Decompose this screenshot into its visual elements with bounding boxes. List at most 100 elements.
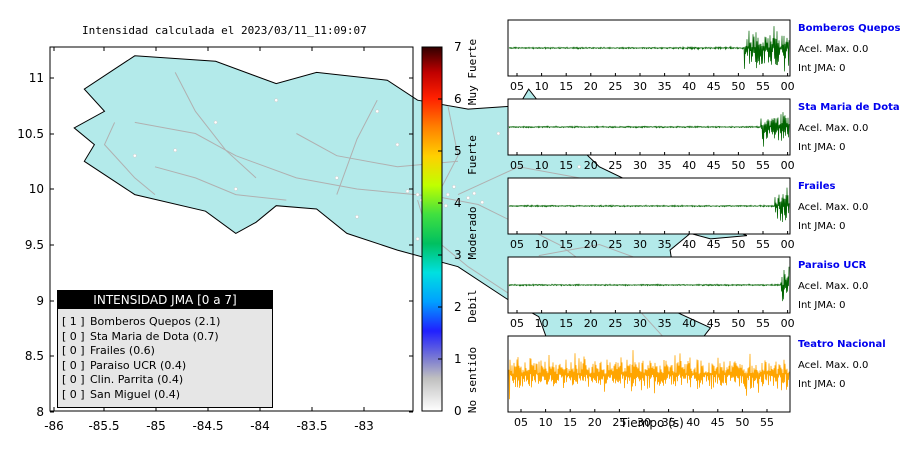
wave-tick-label: 25	[608, 317, 622, 330]
wave-tick-label: 15	[559, 238, 573, 251]
wave-tick-label: 00	[781, 317, 795, 330]
station-dot	[395, 142, 400, 147]
y-tick-label: 9.5	[25, 238, 44, 252]
wave-accel-max: Acel. Max. 0.0	[798, 202, 869, 213]
wave-tick-label: 15	[559, 159, 573, 172]
road-line	[437, 105, 459, 195]
wave-tick-label: 00	[781, 238, 795, 251]
wave-tick-label: 40	[682, 238, 696, 251]
wave-tick-label: 55	[760, 416, 774, 429]
legend-row: [ 0 ] Paraiso UCR (0.4)	[62, 359, 186, 372]
station-dot	[405, 189, 410, 194]
y-tick-label: 10.5	[17, 127, 44, 141]
colorbar-tick-label: 4	[454, 196, 462, 210]
legend-station: Clin. Parrita (0.4)	[90, 373, 184, 386]
wave-tick-label: 20	[584, 80, 598, 93]
wave-tick-label: 20	[588, 416, 602, 429]
wave-tick-label: 15	[559, 317, 573, 330]
chart-title: Intensidad calculada el 2023/03/11_11:09…	[82, 24, 367, 37]
wave-accel-max: Acel. Max. 0.0	[798, 123, 869, 134]
station-dot	[355, 214, 359, 219]
wave-tick-label: 35	[658, 317, 672, 330]
wave-tick-label: 50	[731, 159, 745, 172]
x-axis-label: Tiempo (s)	[620, 416, 684, 430]
wave-accel-max: Acel. Max. 0.0	[798, 281, 869, 292]
wave-tick-label: 55	[756, 238, 770, 251]
station-dot	[466, 196, 470, 200]
wave-station-name: Sta Maria de Dota	[798, 102, 900, 113]
legend-title: INTENSIDAD JMA [0 a 7]	[58, 291, 272, 309]
station-dot	[274, 98, 279, 103]
y-tick-label: 9	[36, 294, 44, 308]
station-dot	[173, 148, 178, 153]
wave-tick-label: 50	[731, 238, 745, 251]
station-dot	[132, 153, 137, 158]
wave-tick-label: 45	[707, 317, 721, 330]
wave-tick-label: 10	[539, 416, 553, 429]
wave-int-jma: Int JMA: 0	[798, 379, 846, 390]
colorbar-tick-label: 0	[454, 404, 462, 418]
wave-int-jma: Int JMA: 0	[798, 142, 846, 153]
wave-tick-label: 00	[781, 80, 795, 93]
legend-level: [ 0 ]	[62, 387, 85, 401]
wave-tick-label: 35	[662, 416, 676, 429]
wave-tick-label: 20	[584, 317, 598, 330]
wave-tick-label: 40	[686, 416, 700, 429]
station-dot	[444, 203, 448, 208]
colorbar	[421, 46, 443, 412]
legend-station: Bomberos Quepos (2.1)	[90, 315, 221, 328]
wave-tick-label: 40	[682, 317, 696, 330]
station-dot	[233, 187, 238, 191]
wave-tick-label: 05	[510, 80, 524, 93]
x-tick-label: -84	[250, 419, 270, 433]
x-tick-label: -84.5	[192, 419, 223, 433]
legend-level: [ 0 ]	[62, 329, 85, 343]
wave-tick-label: 50	[735, 416, 749, 429]
legend-level: [ 0 ]	[62, 358, 85, 372]
x-tick-label: -85.5	[88, 419, 119, 433]
wave-tick-label: 45	[707, 159, 721, 172]
road-line	[154, 166, 287, 201]
colorbar-category-label: Muy Fuerte	[466, 39, 479, 105]
wave-tick-label: 40	[682, 80, 696, 93]
waveform-trace	[508, 26, 790, 72]
wave-tick-label: 15	[563, 416, 577, 429]
colorbar-tick-label: 2	[454, 300, 462, 314]
y-tick-label: 8.5	[25, 349, 44, 363]
x-tick-label: -83	[354, 419, 374, 433]
wave-tick-label: 45	[707, 238, 721, 251]
wave-tick-label: 10	[535, 159, 549, 172]
wave-tick-label: 30	[633, 80, 647, 93]
legend-row: [ 0 ] San Miguel (0.4)	[62, 388, 180, 401]
colorbar-tick-label: 7	[454, 40, 462, 54]
wave-tick-label: 25	[608, 238, 622, 251]
legend-row: [ 1 ] Bomberos Quepos (2.1)	[62, 315, 220, 328]
y-tick-label: 11	[29, 71, 44, 85]
wave-tick-label: 10	[535, 80, 549, 93]
wave-tick-label: 35	[658, 238, 672, 251]
wave-tick-label: 30	[633, 317, 647, 330]
road-line	[174, 72, 257, 179]
station-dot	[334, 176, 339, 180]
station-dot	[472, 191, 477, 196]
wave-tick-label: 30	[637, 416, 651, 429]
y-tick-label: 8	[36, 405, 44, 419]
station-dot	[415, 192, 420, 197]
wave-tick-label: 20	[584, 238, 598, 251]
station-dot	[375, 109, 380, 114]
waveform-trace	[508, 187, 790, 223]
intensity-legend: INTENSIDAD JMA [0 a 7] [ 1 ] Bomberos Que…	[57, 290, 273, 408]
wave-tick-label: 10	[535, 317, 549, 330]
wave-tick-label: 00	[781, 159, 795, 172]
map-frame	[49, 46, 414, 412]
x-tick-label: -83.5	[296, 419, 327, 433]
wave-tick-label: 30	[633, 159, 647, 172]
legend-row: [ 0 ] Sta Maria de Dota (0.7)	[62, 330, 219, 343]
colorbar-category-label: Debil	[466, 289, 479, 322]
wave-tick-label: 55	[756, 80, 770, 93]
wave-station-name: Paraiso UCR	[798, 260, 867, 271]
wave-tick-label: 45	[707, 80, 721, 93]
station-dot	[415, 237, 420, 241]
